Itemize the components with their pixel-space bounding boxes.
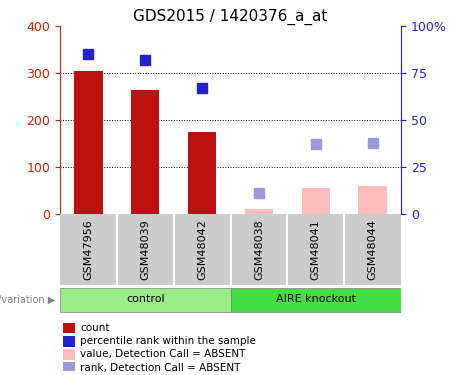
Bar: [301, 188, 330, 214]
Bar: [63, 336, 75, 346]
Text: GSM48042: GSM48042: [197, 219, 207, 280]
Bar: [188, 132, 216, 214]
Text: control: control: [126, 294, 165, 304]
Text: GSM47956: GSM47956: [83, 219, 94, 280]
Text: AIRE knockout: AIRE knockout: [276, 294, 356, 304]
Text: value, Detection Call = ABSENT: value, Detection Call = ABSENT: [80, 350, 246, 360]
Text: percentile rank within the sample: percentile rank within the sample: [80, 336, 256, 346]
Text: genotype/variation ▶: genotype/variation ▶: [0, 295, 55, 305]
Bar: [63, 323, 75, 333]
Bar: [74, 71, 102, 214]
Text: GSM48038: GSM48038: [254, 219, 264, 280]
Bar: [131, 90, 160, 214]
Text: rank, Detection Call = ABSENT: rank, Detection Call = ABSENT: [80, 363, 241, 373]
Bar: [358, 186, 387, 214]
Bar: [230, 288, 401, 312]
Bar: [245, 209, 273, 214]
Bar: [63, 362, 75, 373]
Bar: [63, 349, 75, 360]
Text: GSM48044: GSM48044: [367, 219, 378, 280]
Text: count: count: [80, 323, 110, 333]
Text: GSM48041: GSM48041: [311, 219, 321, 280]
Bar: [60, 288, 230, 312]
Text: GSM48039: GSM48039: [140, 219, 150, 280]
Title: GDS2015 / 1420376_a_at: GDS2015 / 1420376_a_at: [133, 9, 328, 25]
